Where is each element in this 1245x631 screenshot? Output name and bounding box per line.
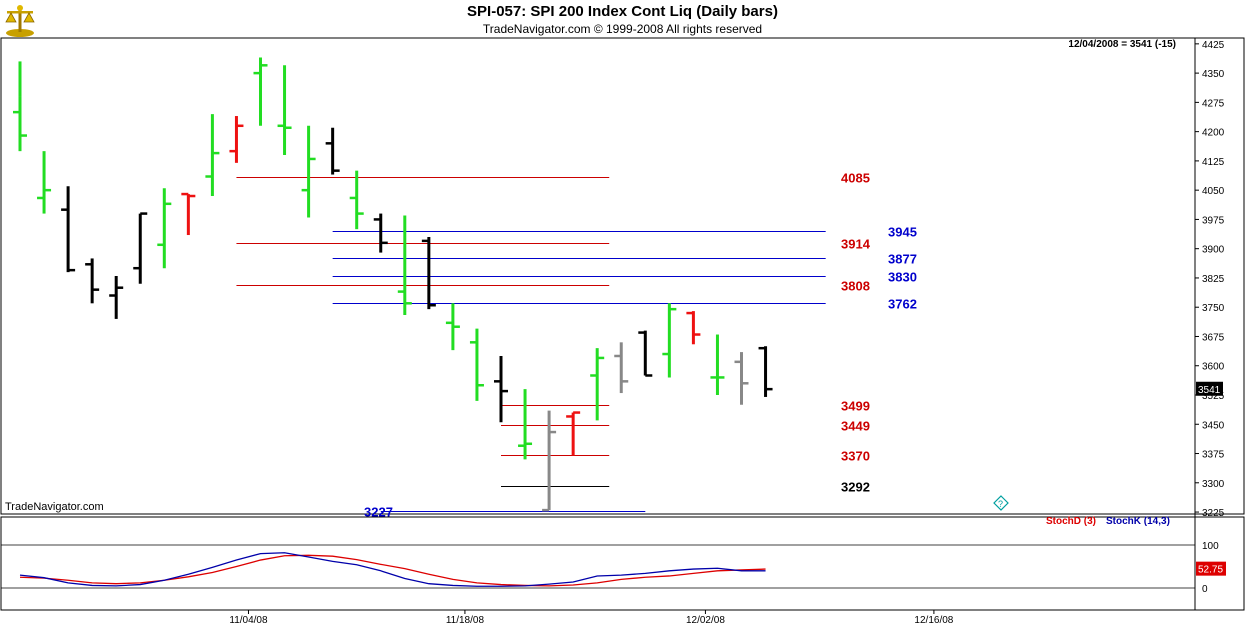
y-tick-label: 4200 [1202, 128, 1225, 139]
stoch-last-label: 52.75 [1198, 565, 1223, 576]
y-tick-label: 4425 [1202, 40, 1225, 51]
diamond-marker-icon [993, 495, 1009, 511]
legend-stoch-k: StochK (14,3) [1106, 516, 1170, 527]
y-tick-label: 3900 [1202, 245, 1225, 256]
chart-title: SPI-057: SPI 200 Index Cont Liq (Daily b… [467, 3, 778, 20]
level-label-3877: 3877 [888, 252, 917, 267]
x-tick-label: 12/16/08 [914, 615, 953, 626]
level-label-3762: 3762 [888, 297, 917, 312]
stoch-tick-label: 0 [1202, 584, 1208, 595]
level-label-3370: 3370 [841, 449, 870, 464]
y-tick-label: 3300 [1202, 479, 1225, 490]
last-quote: 12/04/2008 = 3541 (-15) [1068, 39, 1176, 50]
y-tick-label: 3675 [1202, 332, 1225, 343]
level-label-3830: 3830 [888, 270, 917, 285]
y-tick-label: 3975 [1202, 215, 1225, 226]
y-tick-label: 4125 [1202, 157, 1225, 168]
y-tick-label: 4350 [1202, 69, 1225, 80]
watermark-text: TradeNavigator.com [5, 501, 104, 513]
y-tick-label: 3375 [1202, 450, 1225, 461]
last-price-badge [1196, 381, 1223, 396]
x-tick-label: 11/04/08 [229, 615, 268, 626]
level-label-3292: 3292 [841, 480, 870, 495]
y-tick-label: 3600 [1202, 362, 1225, 373]
stoch-tick-label: 100 [1202, 541, 1219, 552]
diamond-marker-label: ? [998, 499, 1003, 509]
scales-icon[interactable] [2, 2, 38, 38]
level-label-4085: 4085 [841, 171, 870, 186]
stoch-series-k [19, 552, 766, 587]
level-label-3808: 3808 [841, 279, 870, 294]
x-tick-label: 12/02/08 [686, 615, 725, 626]
level-label-3227: 3227 [364, 505, 393, 520]
level-label-3499: 3499 [841, 399, 870, 414]
y-tick-label: 3450 [1202, 420, 1225, 431]
stoch-last-badge [1196, 561, 1226, 576]
last-price-label: 3541 [1198, 385, 1221, 396]
x-tick-label: 11/18/08 [446, 615, 485, 626]
y-tick-label: 3750 [1202, 303, 1225, 314]
y-tick-label: 3525 [1202, 391, 1225, 402]
legend-stoch-d: StochD (3) [1046, 516, 1096, 527]
y-tick-label: 3825 [1202, 274, 1225, 285]
y-tick-label: 4050 [1202, 186, 1225, 197]
y-tick-label: 4275 [1202, 98, 1225, 109]
level-label-3945: 3945 [888, 225, 917, 240]
copyright-text: TradeNavigator.com © 1999-2008 All right… [482, 22, 763, 36]
y-tick-label: 3225 [1202, 508, 1225, 519]
stochastic-panel [0, 516, 1245, 611]
level-label-3914: 3914 [841, 237, 871, 252]
level-label-3449: 3449 [841, 419, 870, 434]
stoch-series-d [19, 554, 766, 587]
